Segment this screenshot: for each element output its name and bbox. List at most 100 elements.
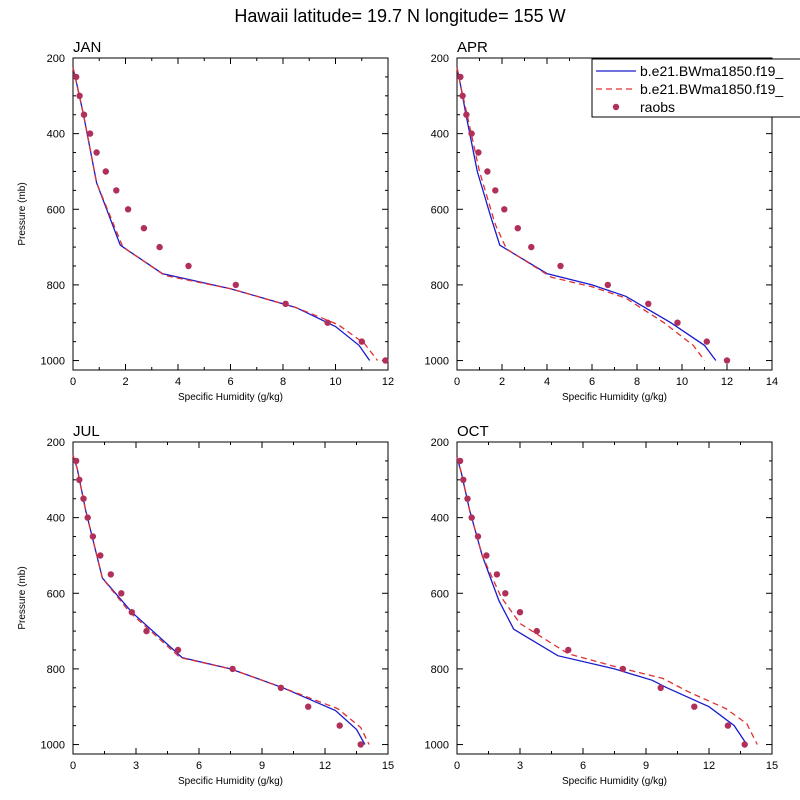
raobs-point-jan: [156, 243, 163, 251]
raobs-point-oct: [565, 646, 572, 654]
raobs-point-jul: [336, 722, 343, 729]
raobs-point-jan: [358, 338, 365, 345]
x-tick-label-oct: 9: [643, 760, 649, 772]
raobs-point-oct: [483, 552, 490, 559]
x-tick-label-jan: 8: [280, 376, 286, 388]
plot-frame-jan: [72, 57, 389, 371]
x-tick-label-apr: 6: [589, 376, 595, 388]
x-tick-label-oct: 0: [454, 760, 460, 772]
raobs-point-jul: [107, 571, 115, 578]
raobs-point-jul: [128, 609, 135, 616]
raobs-point-jan: [185, 262, 192, 270]
x-tick-label-oct: 6: [580, 760, 586, 772]
raobs-point-jan: [232, 281, 239, 289]
raobs-point-jan: [102, 168, 110, 175]
legend-label-1: b.e21.BWma1850.f19_: [640, 63, 783, 79]
x-tick-label-jul: 9: [259, 760, 265, 772]
raobs-point-jan: [76, 92, 83, 100]
raobs-point-oct: [460, 476, 467, 483]
y-tick-label-apr: 800: [431, 280, 449, 292]
raobs-point-oct: [456, 457, 464, 465]
raobs-point-oct: [691, 703, 698, 710]
raobs-point-apr: [557, 262, 564, 270]
x-tick-label-apr: 4: [544, 376, 550, 388]
y-tick-label-jan: 600: [47, 204, 65, 216]
figure-title: Hawaii latitude= 19.7 N longitude= 155 W: [234, 6, 565, 26]
raobs-point-jul: [357, 741, 364, 748]
x-tick-label-jul: 0: [70, 760, 76, 772]
panel-jul: JUL 0 3 6 9 12 15 200 400 600 800 1000 Specific Humi…: [17, 423, 394, 787]
dashed-line-jan: [72, 67, 379, 361]
raobs-point-jul: [118, 590, 125, 597]
legend-box: [591, 58, 800, 118]
x-axis-label-jul: Specific Humidity (g/kg): [178, 776, 283, 787]
y-axis-label-jan: Pressure (mb): [17, 182, 28, 245]
raobs-point-oct: [657, 684, 664, 691]
dashed-line-apr: [456, 67, 706, 361]
y-tick-label-jan: 1000: [41, 356, 65, 368]
y-tick-label-oct: 600: [431, 588, 449, 600]
raobs-point-jan: [73, 73, 80, 81]
y-axis-label-jul: Pressure (mb): [17, 566, 28, 629]
raobs-point-oct: [464, 495, 471, 502]
x-tick-label-jan: 4: [175, 376, 181, 388]
x-tick-label-apr: 10: [676, 376, 688, 388]
panel-title-jan: JAN: [73, 39, 101, 56]
solid-line-jan: [72, 67, 371, 361]
raobs-point-jul: [143, 627, 150, 635]
y-tick-label-oct: 800: [431, 664, 449, 676]
raobs-point-jul: [76, 476, 83, 483]
y-tick-label-apr: 400: [431, 129, 449, 141]
x-tick-label-jul: 15: [382, 760, 394, 772]
raobs-point-oct: [516, 609, 524, 616]
dashed-line-jul: [72, 455, 370, 745]
raobs-point-jul: [97, 552, 104, 559]
raobs-point-apr: [475, 149, 482, 156]
y-tick-label-jul: 800: [47, 664, 65, 676]
panel-apr: APR 0 2 4 6 8 10 12 14 200 400 600 800 1000 Specific H…: [425, 39, 779, 403]
y-tick-label-jul: 1000: [41, 740, 65, 752]
raobs-point-jan: [124, 206, 132, 213]
raobs-point-jul: [277, 684, 285, 691]
raobs-point-jan: [140, 225, 148, 232]
legend-label-2: b.e21.BWma1850.f19_: [640, 81, 783, 97]
legend-swatch-marker: [612, 103, 620, 111]
raobs-point-jul: [305, 703, 312, 710]
y-tick-label-oct: 1000: [425, 740, 449, 752]
dashed-line-oct: [456, 456, 758, 745]
raobs-point-apr: [674, 319, 681, 326]
panel-title-oct: OCT: [457, 423, 489, 440]
raobs-point-oct: [468, 514, 475, 521]
panel-oct: OCT 0 3 6 9 12 15 200 400 600 800 1000 Specific Humi…: [425, 423, 779, 787]
raobs-point-jul: [80, 495, 87, 502]
raobs-point-oct: [502, 590, 509, 597]
y-tick-label-oct: 400: [431, 513, 449, 525]
solid-line-apr: [456, 67, 717, 361]
raobs-point-jan: [282, 300, 289, 307]
x-tick-label-apr: 14: [766, 376, 778, 388]
x-tick-label-oct: 3: [517, 760, 523, 772]
raobs-point-apr: [484, 168, 491, 175]
y-tick-label-oct: 200: [431, 437, 449, 449]
x-tick-label-oct: 12: [703, 760, 715, 772]
raobs-point-jan: [382, 357, 389, 364]
raobs-point-jan: [80, 111, 88, 118]
x-axis-label-oct: Specific Humidity (g/kg): [562, 776, 667, 787]
x-tick-label-jan: 0: [70, 376, 76, 388]
raobs-point-oct: [619, 665, 627, 673]
raobs-point-oct: [741, 741, 748, 748]
raobs-point-jan: [86, 130, 94, 137]
raobs-point-jul: [89, 533, 97, 540]
x-tick-label-jan: 2: [122, 376, 128, 388]
x-tick-label-oct: 15: [766, 760, 778, 772]
solid-line-jul: [72, 455, 366, 745]
panel-jan: JAN 0 2 4 6 8 10 12 200 400 600 800 1000 Specific Hum…: [17, 39, 394, 403]
raobs-point-apr: [703, 338, 710, 345]
raobs-point-oct: [474, 533, 482, 540]
panel-title-jul: JUL: [73, 423, 100, 440]
raobs-point-oct: [533, 627, 540, 635]
raobs-point-jan: [324, 319, 331, 326]
x-tick-label-jul: 6: [196, 760, 202, 772]
raobs-point-apr: [459, 92, 466, 100]
